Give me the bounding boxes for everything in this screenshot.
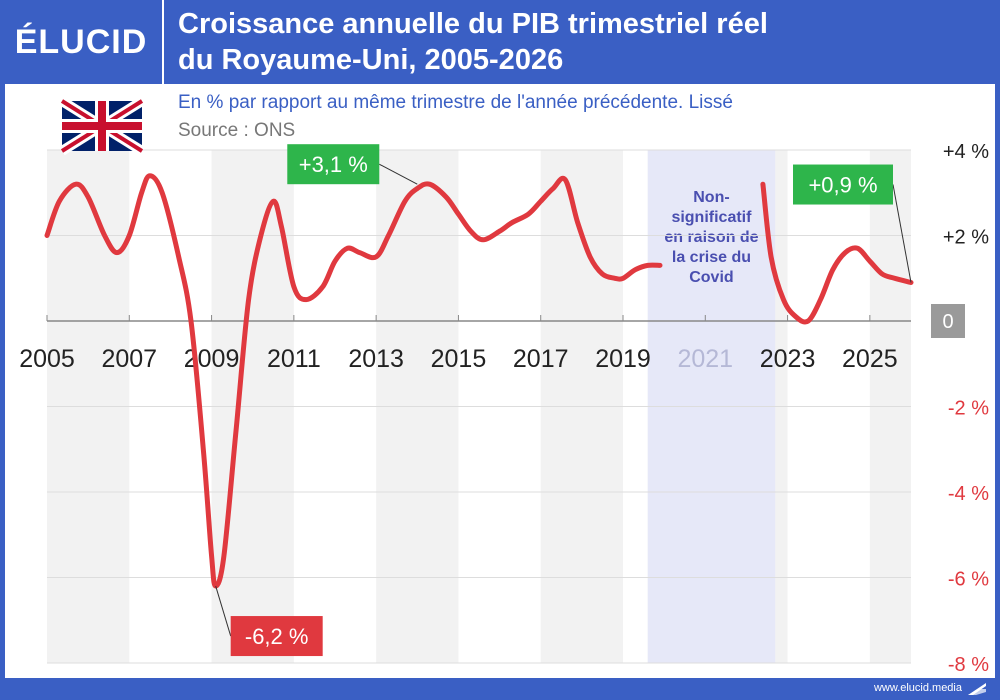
zero-badge — [931, 304, 965, 338]
annotation-leader — [892, 184, 912, 283]
covid-label-line: Covid — [689, 269, 733, 286]
header-bar: ÉLUCID Croissance annuelle du PIB trimes… — [0, 0, 1000, 84]
annotation-leader — [379, 163, 418, 185]
x-tick-label: 2015 — [431, 345, 487, 373]
footer-link[interactable]: www.elucid.media — [873, 682, 962, 694]
annotation-label: +0,9 % — [808, 173, 877, 198]
x-axis-ticks: 2005 2007 2009 2011 2013 2015 2017 2019 2021 2023… — [19, 315, 898, 373]
title-line-1: Croissance annuelle du PIB trimestriel r… — [178, 8, 768, 40]
header-divider — [162, 0, 164, 84]
y-tick-label: 0 — [942, 311, 953, 333]
annotation-leader — [215, 585, 232, 637]
annotations: +3,1 % -6,2 % +0,9 % — [215, 144, 912, 657]
brand-logo[interactable]: ÉLUCID — [0, 0, 162, 84]
chart-source: Source : ONS — [178, 120, 295, 141]
annotation-box — [793, 164, 893, 205]
x-tick-label: 2025 — [842, 345, 898, 373]
covid-label-line: Non- — [693, 189, 729, 206]
series-line — [44, 173, 663, 589]
y-axis-ticks: +4 % +2 % 0 -2 % -4 % -6 % -8 % — [931, 141, 989, 676]
y-tick-label: -6 % — [948, 569, 989, 591]
x-tick-label: 2005 — [19, 345, 75, 373]
x-tick-label: 2013 — [348, 345, 404, 373]
annotation-label: +3,1 % — [299, 152, 368, 177]
chart-panel: Non-significatif en raison de la crise du C… — [5, 84, 995, 678]
y-tick-label: -8 % — [948, 654, 989, 676]
chart-title: Croissance annuelle du PIB trimestriel r… — [178, 6, 978, 78]
title-line-2: du Royaume-Uni, 2005-2026 — [178, 44, 564, 76]
y-tick-label: -4 % — [948, 483, 989, 505]
gdp-series — [44, 173, 914, 589]
x-tick-label: 2019 — [595, 345, 651, 373]
y-tick-label: +2 % — [943, 227, 989, 249]
x-tick-label: 2023 — [760, 345, 816, 373]
y-tick-label: +4 % — [943, 141, 989, 163]
annotation-label: -6,2 % — [245, 624, 309, 649]
covid-label-line: la crise du — [672, 249, 751, 266]
x-tick-label: 2011 — [267, 345, 321, 373]
brand-mark-icon — [968, 683, 986, 695]
series-line — [760, 181, 914, 325]
annotation-box — [230, 616, 323, 657]
covid-label-line: en raison de — [664, 229, 758, 246]
annotation-box — [287, 144, 380, 185]
uk-flag-icon — [59, 96, 145, 156]
y-tick-label: -2 % — [948, 398, 989, 420]
x-tick-label: 2017 — [513, 345, 569, 373]
chart-subtitle: En % par rapport au même trimestre de l'… — [178, 92, 733, 113]
covid-label-line: significatif — [671, 209, 752, 226]
x-tick-label: 2007 — [101, 345, 157, 373]
x-tick-label: 2021 — [677, 345, 733, 373]
logo-text: ÉLUCID — [14, 22, 148, 61]
line-chart: Non-significatif en raison de la crise du C… — [19, 92, 989, 676]
footer-bar: www.elucid.media — [0, 678, 1000, 700]
